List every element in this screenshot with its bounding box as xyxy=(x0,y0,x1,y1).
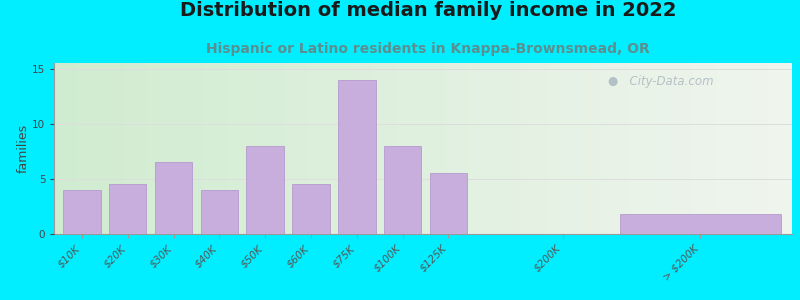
Bar xyxy=(246,146,284,234)
Bar xyxy=(154,162,192,234)
Bar xyxy=(430,173,467,234)
Bar xyxy=(292,184,330,234)
Text: ●   City-Data.com: ● City-Data.com xyxy=(608,75,714,88)
Text: Distribution of median family income in 2022: Distribution of median family income in … xyxy=(180,2,676,20)
Bar xyxy=(63,190,101,234)
Bar xyxy=(338,80,375,234)
Bar xyxy=(109,184,146,234)
Y-axis label: families: families xyxy=(16,124,30,173)
Bar xyxy=(384,146,422,234)
Bar xyxy=(201,190,238,234)
Bar xyxy=(620,214,781,234)
Text: Hispanic or Latino residents in Knappa-Brownsmead, OR: Hispanic or Latino residents in Knappa-B… xyxy=(206,42,650,56)
